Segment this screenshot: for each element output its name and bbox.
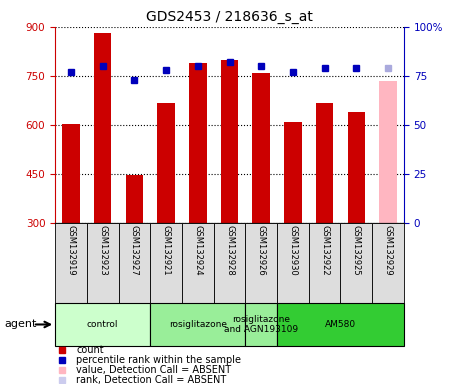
Text: GSM132928: GSM132928 [225, 225, 234, 276]
Title: GDS2453 / 218636_s_at: GDS2453 / 218636_s_at [146, 10, 313, 25]
Text: GSM132921: GSM132921 [162, 225, 171, 276]
Bar [182, 223, 213, 303]
Bar [347, 112, 365, 223]
Text: GSM132930: GSM132930 [288, 225, 297, 276]
Text: agent: agent [5, 319, 37, 329]
Bar [284, 122, 302, 223]
Text: percentile rank within the sample: percentile rank within the sample [76, 355, 241, 365]
Bar [87, 223, 118, 303]
Bar [316, 103, 333, 223]
Bar [150, 303, 246, 346]
Text: GSM132922: GSM132922 [320, 225, 329, 276]
Bar [55, 303, 150, 346]
Text: rosiglitazone: rosiglitazone [169, 320, 227, 329]
Bar [221, 60, 238, 223]
Bar [372, 223, 404, 303]
Bar [246, 223, 277, 303]
Bar [118, 223, 150, 303]
Text: GSM132919: GSM132919 [67, 225, 75, 276]
Bar [94, 33, 112, 223]
Bar [126, 175, 143, 223]
Text: GSM132924: GSM132924 [193, 225, 202, 276]
Text: AM580: AM580 [325, 320, 356, 329]
Bar [157, 103, 175, 223]
Bar [189, 63, 207, 223]
Text: GSM132926: GSM132926 [257, 225, 266, 276]
Bar [309, 223, 341, 303]
Bar [252, 73, 270, 223]
Bar [277, 303, 404, 346]
Text: GSM132929: GSM132929 [384, 225, 392, 276]
Bar [246, 303, 277, 346]
Bar [277, 223, 309, 303]
Text: GSM132923: GSM132923 [98, 225, 107, 276]
Text: GSM132925: GSM132925 [352, 225, 361, 276]
Bar [150, 223, 182, 303]
Text: rosiglitazone
and AGN193109: rosiglitazone and AGN193109 [224, 315, 298, 334]
Bar [62, 124, 80, 223]
Bar [55, 223, 87, 303]
Text: rank, Detection Call = ABSENT: rank, Detection Call = ABSENT [76, 375, 226, 384]
Text: control: control [87, 320, 118, 329]
Bar [341, 223, 372, 303]
Text: GSM132927: GSM132927 [130, 225, 139, 276]
Text: value, Detection Call = ABSENT: value, Detection Call = ABSENT [76, 365, 231, 375]
Bar [379, 81, 397, 223]
Bar [213, 223, 246, 303]
Text: count: count [76, 345, 104, 355]
